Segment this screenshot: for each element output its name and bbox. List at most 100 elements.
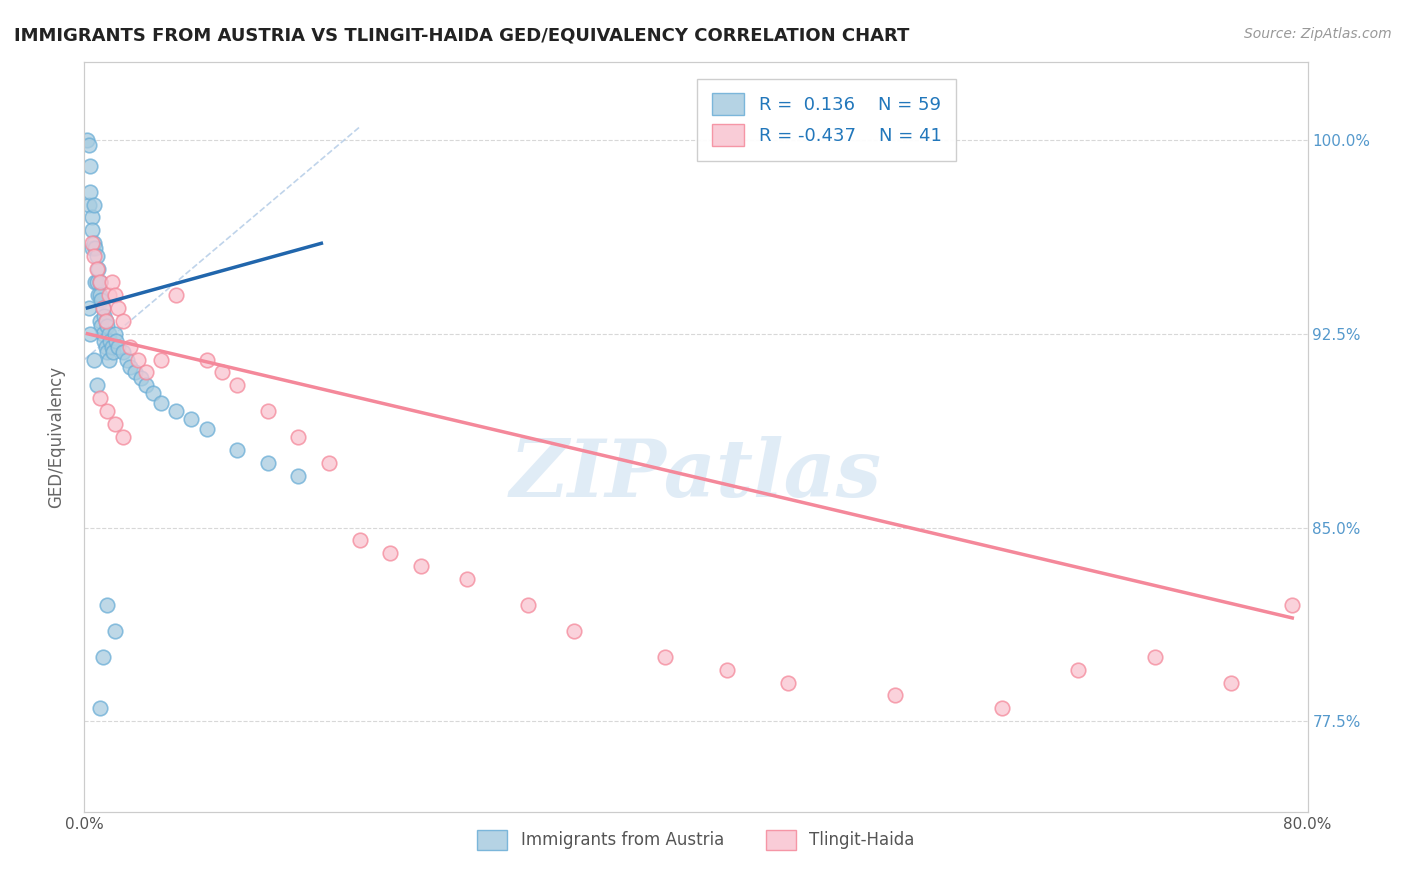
Point: [93, 309, 115, 323]
Y-axis label: GED/Equivalency: GED/Equivalency: [48, 366, 66, 508]
Point: [115, 352, 138, 367]
Point: [211, 366, 233, 380]
Point: [77, 301, 100, 315]
Point: [165, 404, 187, 418]
Point: [409, 559, 432, 574]
Point: [111, 344, 134, 359]
Point: [79, 159, 101, 173]
Point: [654, 649, 676, 664]
Point: [257, 456, 280, 470]
Point: [80, 211, 103, 225]
Point: [103, 344, 125, 359]
Point: [142, 386, 165, 401]
Point: [83, 197, 105, 211]
Point: [89, 701, 111, 715]
Point: [84, 275, 107, 289]
Point: [77, 197, 100, 211]
Point: [91, 301, 114, 315]
Point: [120, 360, 142, 375]
Point: [83, 249, 105, 263]
Text: ZIPatlas: ZIPatlas: [510, 436, 882, 513]
Point: [287, 468, 309, 483]
Point: [149, 352, 172, 367]
Point: [84, 242, 107, 256]
Point: [98, 334, 121, 349]
Point: [380, 546, 402, 560]
Point: [776, 675, 799, 690]
Point: [80, 223, 103, 237]
Point: [96, 344, 118, 359]
Point: [257, 404, 280, 418]
Point: [80, 242, 103, 256]
Point: [883, 689, 905, 703]
Point: [80, 236, 103, 251]
Point: [90, 293, 112, 307]
Point: [86, 275, 108, 289]
Point: [89, 275, 111, 289]
Point: [86, 262, 108, 277]
Point: [195, 352, 218, 367]
Point: [89, 288, 111, 302]
Point: [96, 318, 118, 333]
Point: [91, 326, 114, 341]
Point: [124, 366, 146, 380]
Point: [1281, 598, 1303, 612]
Point: [87, 262, 110, 277]
Point: [195, 422, 218, 436]
Text: IMMIGRANTS FROM AUSTRIA VS TLINGIT-HAIDA GED/EQUIVALENCY CORRELATION CHART: IMMIGRANTS FROM AUSTRIA VS TLINGIT-HAIDA…: [14, 27, 910, 45]
Point: [105, 334, 128, 349]
Point: [79, 326, 101, 341]
Point: [97, 352, 120, 367]
Point: [94, 314, 117, 328]
Point: [91, 649, 114, 664]
Point: [111, 430, 134, 444]
Point: [135, 366, 157, 380]
Point: [101, 340, 124, 354]
Point: [89, 314, 111, 328]
Point: [1220, 675, 1243, 690]
Point: [180, 412, 202, 426]
Point: [287, 430, 309, 444]
Point: [165, 288, 187, 302]
Point: [226, 442, 249, 457]
Point: [97, 326, 120, 341]
Point: [104, 326, 127, 341]
Point: [83, 352, 105, 367]
Point: [127, 352, 149, 367]
Point: [991, 701, 1014, 715]
Point: [318, 456, 340, 470]
Point: [120, 340, 142, 354]
Point: [91, 301, 114, 315]
Point: [86, 378, 108, 392]
Legend: Immigrants from Austria, Tlingit-Haida: Immigrants from Austria, Tlingit-Haida: [464, 816, 928, 863]
Text: Source: ZipAtlas.com: Source: ZipAtlas.com: [1244, 27, 1392, 41]
Point: [97, 288, 120, 302]
Point: [104, 288, 127, 302]
Point: [1143, 649, 1166, 664]
Point: [86, 249, 108, 263]
Point: [104, 417, 127, 432]
Point: [516, 598, 538, 612]
Point: [111, 314, 134, 328]
Point: [562, 624, 585, 638]
Point: [77, 138, 100, 153]
Point: [87, 288, 110, 302]
Point: [94, 340, 117, 354]
Point: [129, 370, 152, 384]
Point: [716, 663, 738, 677]
Point: [89, 392, 111, 406]
Point: [149, 396, 172, 410]
Point: [107, 301, 129, 315]
Point: [89, 275, 111, 289]
Point: [96, 404, 118, 418]
Point: [107, 340, 129, 354]
Point: [1067, 663, 1090, 677]
Point: [349, 533, 371, 548]
Point: [101, 275, 124, 289]
Point: [94, 314, 117, 328]
Point: [96, 598, 118, 612]
Point: [83, 236, 105, 251]
Point: [104, 624, 127, 638]
Point: [79, 185, 101, 199]
Point: [135, 378, 157, 392]
